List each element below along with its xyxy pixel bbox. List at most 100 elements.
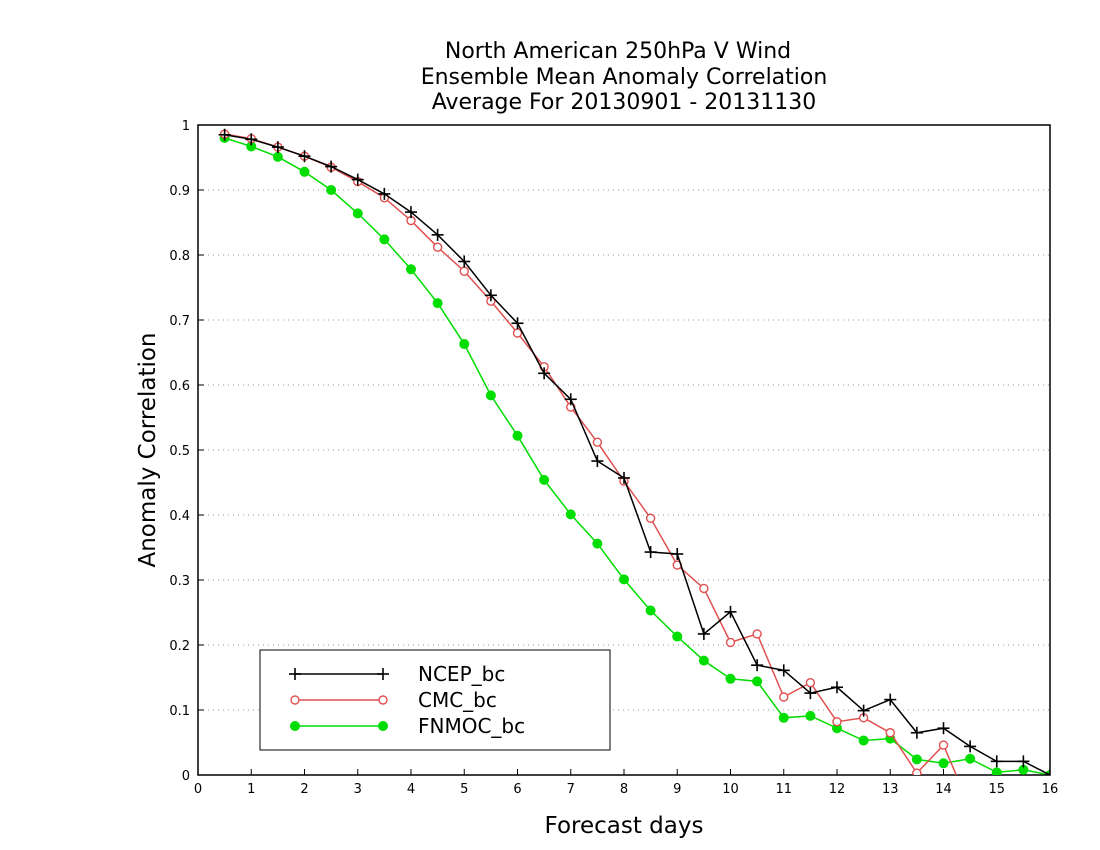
data-point-ncep-bc (405, 206, 417, 219)
data-point-fnmoc-bc (698, 655, 709, 666)
data-point-ncep-bc (218, 128, 231, 141)
x-tick-label: 6 (513, 782, 521, 797)
x-tick-label: 15 (988, 782, 1005, 797)
data-point-fnmoc-bc (406, 264, 416, 275)
y-tick-label: 0 (182, 769, 190, 784)
chart-title-line-2: Ensemble Mean Anomaly Correlation (421, 65, 828, 90)
data-point-cmc-bc (779, 692, 789, 702)
x-tick-label: 14 (935, 782, 952, 797)
data-point-ncep-bc (325, 160, 338, 173)
data-point-ncep-bc (910, 726, 923, 739)
legend-marker (378, 695, 388, 705)
y-tick-label: 0.4 (169, 509, 190, 524)
data-point-ncep-bc (245, 133, 258, 146)
x-tick-label: 12 (829, 782, 846, 797)
legend-label-fnmoc-bc: FNMOC_bc (418, 714, 525, 738)
data-point-fnmoc-bc (272, 151, 283, 162)
x-tick-label: 13 (882, 782, 899, 797)
chart-title-line-1: North American 250hPa V Wind (445, 39, 791, 64)
data-point-ncep-bc (724, 605, 737, 618)
series-fnmoc-bc (219, 133, 1050, 775)
data-point-cmc-bc (645, 513, 656, 523)
data-point-ncep-bc (298, 150, 311, 163)
x-tick-label: 10 (722, 782, 739, 797)
x-tick-label: 5 (460, 782, 468, 797)
data-point-fnmoc-bc (592, 538, 603, 549)
data-point-ncep-bc (937, 722, 950, 735)
data-point-cmc-bc (459, 266, 469, 276)
data-point-ncep-bc (777, 664, 790, 677)
x-tick-label: 4 (407, 782, 415, 797)
x-tick-label: 0 (194, 782, 202, 797)
data-point-ncep-bc (458, 255, 471, 268)
data-point-fnmoc-bc (938, 758, 949, 769)
x-tick-label: 1 (247, 782, 255, 797)
data-point-ncep-bc (538, 367, 551, 380)
y-tick-label: 0.5 (169, 444, 190, 459)
data-point-cmc-bc (432, 242, 443, 252)
data-point-ncep-bc (644, 546, 657, 559)
legend-item-cmc-bc: CMC_bc (290, 688, 497, 712)
data-point-ncep-bc (378, 187, 391, 200)
data-point-fnmoc-bc (858, 735, 869, 746)
x-tick-label: 16 (1042, 782, 1059, 797)
data-point-ncep-bc (511, 317, 524, 330)
legend-marker (378, 721, 388, 731)
data-point-fnmoc-bc (326, 185, 337, 195)
data-point-fnmoc-bc (672, 631, 683, 642)
data-point-fnmoc-bc (352, 208, 363, 219)
data-point-fnmoc-bc (752, 676, 763, 687)
legend-item-ncep-bc: NCEP_bc (289, 662, 505, 686)
data-point-fnmoc-bc (432, 298, 443, 309)
y-tick-label: 0.1 (169, 704, 190, 719)
series-line-ncep-bc (224, 134, 1050, 775)
x-tick-label: 3 (354, 782, 362, 797)
data-point-ncep-bc (671, 548, 684, 560)
chart-title-line-3: Average For 20130901 - 20131130 (432, 90, 817, 115)
series-line-fnmoc-bc (224, 137, 1050, 775)
data-point-fnmoc-bc (619, 574, 629, 585)
x-tick-label: 11 (775, 782, 792, 797)
data-point-ncep-bc (351, 173, 364, 186)
y-tick-label: 0.2 (169, 639, 190, 654)
data-point-fnmoc-bc (459, 339, 470, 350)
data-point-cmc-bc (938, 740, 949, 750)
y-tick-label: 0.8 (169, 249, 190, 264)
data-point-ncep-bc (564, 393, 577, 406)
axis-ticks: 0 1 2 3 4 5 6 7 8 9 10 11 12 13 14 15 1600.10.20.30.40.5… (169, 119, 1058, 797)
y-axis-label: Anomaly Correlation (135, 332, 161, 567)
data-point-fnmoc-bc (805, 710, 816, 721)
y-tick-label: 0.3 (169, 574, 190, 589)
data-point-ncep-bc (964, 740, 977, 753)
data-point-ncep-bc (271, 141, 284, 154)
legend-marker (290, 695, 300, 705)
data-point-cmc-bc (805, 678, 816, 688)
data-point-ncep-bc (990, 755, 1003, 768)
data-point-cmc-bc (912, 768, 922, 775)
x-tick-label: 2 (300, 782, 308, 797)
data-point-cmc-bc (512, 328, 523, 338)
data-point-fnmoc-bc (512, 430, 523, 441)
x-tick-label: 8 (620, 782, 628, 797)
data-point-ncep-bc (431, 228, 444, 241)
data-point-cmc-bc (725, 637, 736, 648)
data-point-ncep-bc (1044, 769, 1050, 775)
data-point-ncep-bc (857, 704, 870, 717)
y-tick-label: 0.9 (169, 184, 190, 199)
data-point-ncep-bc (697, 627, 710, 640)
x-tick-label: 9 (673, 782, 681, 797)
data-point-fnmoc-bc (991, 767, 1002, 775)
data-point-cmc-bc (592, 437, 603, 447)
y-tick-label: 0.7 (169, 314, 190, 329)
data-point-fnmoc-bc (911, 754, 922, 765)
series-ncep-bc (218, 128, 1050, 775)
legend-marker (290, 721, 300, 731)
data-point-ncep-bc (484, 289, 497, 302)
data-point-fnmoc-bc (565, 509, 576, 520)
y-tick-label: 1 (182, 119, 190, 134)
legend-item-fnmoc-bc: FNMOC_bc (290, 714, 525, 738)
legend-label-cmc-bc: CMC_bc (418, 688, 497, 712)
data-point-fnmoc-bc (539, 474, 550, 485)
